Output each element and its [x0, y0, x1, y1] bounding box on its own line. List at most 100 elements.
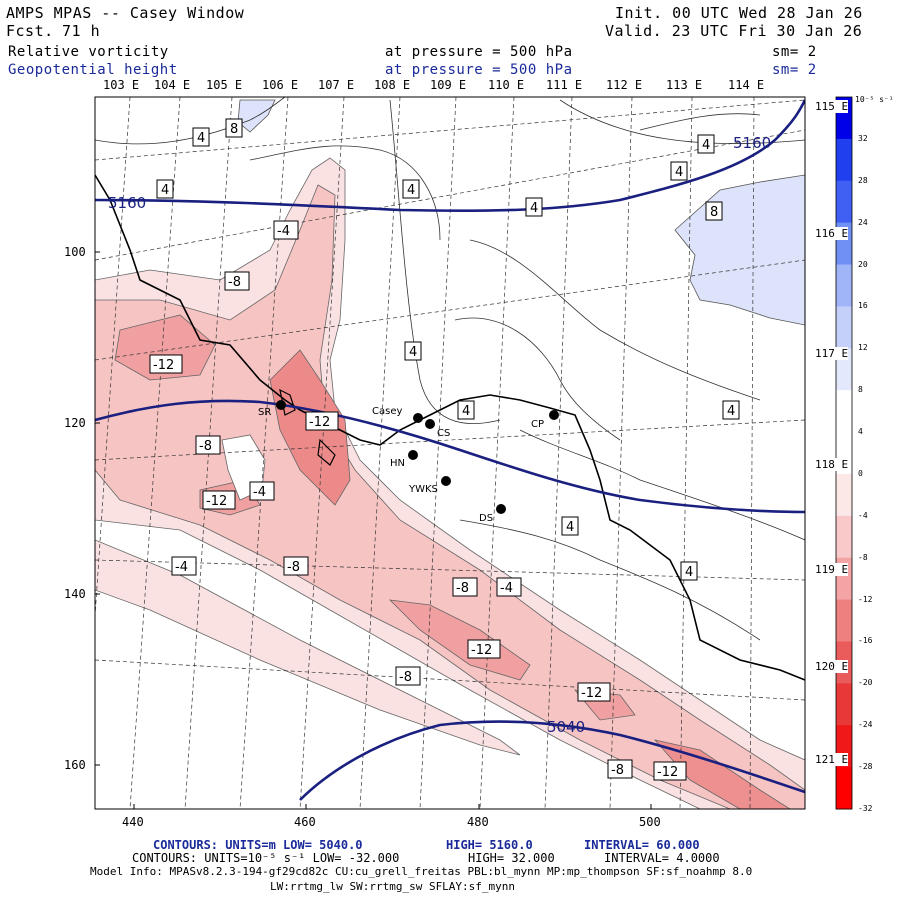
model-info: Model Info: MPASv8.2.3-194-gf29cd82c CU:…	[90, 865, 753, 878]
station-marker	[425, 419, 435, 429]
station-marker	[441, 476, 451, 486]
vorticity-label: 4	[404, 341, 422, 361]
lat-label: 120 E	[815, 660, 849, 673]
forecast-label: Fcst.	[6, 22, 54, 40]
svg-text:-12: -12	[153, 358, 174, 373]
svg-text:4: 4	[566, 520, 574, 535]
height-contour-interval: INTERVAL= 60.000	[584, 838, 700, 852]
vorticity-contour-high: HIGH= 32.000	[468, 851, 555, 865]
colorbar-cell	[836, 306, 852, 349]
lat-label: 115 E	[815, 100, 849, 113]
station-label: DS	[479, 513, 493, 524]
station-marker	[276, 400, 286, 410]
svg-text:-4: -4	[253, 485, 266, 500]
vorticity-label: -12	[577, 682, 611, 702]
svg-text:4: 4	[161, 183, 169, 198]
colorbar-tick-label: 8	[858, 385, 863, 395]
svg-text:4: 4	[409, 345, 417, 360]
colorbar-frame	[835, 96, 853, 810]
colorbar-cell	[836, 683, 852, 726]
coastline	[95, 174, 805, 681]
x-tick-label: 460	[294, 815, 316, 829]
coastline	[317, 438, 336, 466]
height-label: 5160	[108, 194, 146, 212]
station-label: HN	[390, 458, 405, 469]
vorticity-label: -8	[607, 759, 633, 779]
vorticity-label: 4	[722, 400, 740, 420]
vorticity-label: -4	[496, 577, 522, 597]
colorbar-tick-label: 16	[858, 301, 868, 311]
vorticity-label: -12	[467, 639, 501, 659]
svg-text:-8: -8	[228, 275, 241, 290]
lat-label: 117 E	[815, 347, 849, 360]
lat-label: 116 E	[815, 227, 849, 240]
station-marker	[496, 504, 506, 514]
svg-text:-12: -12	[309, 415, 330, 430]
vorticity-label: -4	[273, 220, 299, 240]
svg-text:4: 4	[407, 183, 415, 198]
colorbar-tick-label: -8	[858, 552, 868, 562]
y-tick-label: 160	[64, 758, 86, 772]
vorticity-label: 4	[670, 161, 688, 181]
vorticity-label: -4	[171, 556, 197, 576]
lon-label: 106 E	[262, 78, 299, 92]
model-title: AMPS MPAS -- Casey Window	[6, 4, 245, 22]
vorticity-label: 4	[156, 179, 174, 199]
svg-text:8: 8	[710, 205, 718, 220]
field1-smoothing: sm= 2	[772, 44, 817, 60]
negative-vorticity-core	[114, 314, 216, 381]
colorbar-tick-label: -20	[858, 678, 873, 688]
colorbar-tick-label: -4	[858, 510, 868, 520]
colorbar-tick-label: 20	[858, 259, 868, 269]
field1-name: Relative vorticity	[8, 44, 169, 60]
height-contour-high: HIGH= 5160.0	[446, 838, 533, 852]
y-tick-label: 120	[64, 416, 86, 430]
geopotential-height-contours	[95, 99, 805, 801]
y-tick-label: 140	[64, 587, 86, 601]
lon-label: 112 E	[606, 78, 643, 92]
svg-text:4: 4	[197, 131, 205, 146]
vorticity-label: -8	[395, 666, 421, 686]
height-label: 5160	[733, 134, 771, 152]
vorticity-label: -12	[305, 411, 339, 431]
model-info-2: LW:rrtmg_lw SW:rrtmg_sw SFLAY:sf_mynn	[270, 880, 516, 893]
field2-smoothing: sm= 2	[772, 62, 817, 78]
positive-vorticity-area	[237, 99, 276, 133]
vorticity-contour-interval: INTERVAL= 4.0000	[604, 851, 720, 865]
field1-level: at pressure = 500 hPa	[385, 44, 573, 60]
vorticity-label: -8	[224, 271, 250, 291]
lon-label: 108 E	[374, 78, 411, 92]
negative-vorticity-core	[388, 599, 531, 681]
lon-label: 105 E	[206, 78, 243, 92]
colorbar-tick-label: -24	[858, 720, 873, 730]
height-label: 5040	[547, 718, 585, 736]
station-label: YWKS	[408, 484, 438, 495]
colorbar-tick-label: 28	[858, 175, 868, 185]
svg-text:-8: -8	[611, 763, 624, 778]
x-tick-label: 500	[639, 815, 661, 829]
vorticity-label: 4	[525, 197, 543, 217]
colorbar-tick-label: 0	[858, 468, 863, 478]
svg-text:-12: -12	[206, 494, 227, 509]
station-label: Casey	[372, 406, 402, 417]
station-label: SR	[258, 407, 271, 418]
colorbar-cell	[836, 599, 852, 642]
colorbar-cell	[836, 180, 852, 224]
colorbar-tick-label: -28	[858, 762, 873, 772]
colorbar-cell	[836, 473, 852, 517]
svg-text:-8: -8	[287, 560, 300, 575]
svg-text:-8: -8	[199, 439, 212, 454]
colorbar-units: 10⁻⁵ s⁻¹	[855, 95, 894, 104]
lon-label: 104 E	[154, 78, 191, 92]
svg-text:-8: -8	[456, 581, 469, 596]
vorticity-label: 4	[561, 516, 579, 536]
lon-label: 107 E	[318, 78, 355, 92]
forecast-hour: 71 h	[62, 22, 101, 40]
plot-frame	[94, 96, 806, 810]
colorbar	[836, 97, 852, 810]
lat-label: 121 E	[815, 753, 849, 766]
vorticity-contour-info: CONTOURS: UNITS=10⁻⁵ s⁻¹ LOW= -32.000	[132, 851, 400, 865]
svg-text:-8: -8	[399, 670, 412, 685]
svg-text:-4: -4	[500, 581, 513, 596]
